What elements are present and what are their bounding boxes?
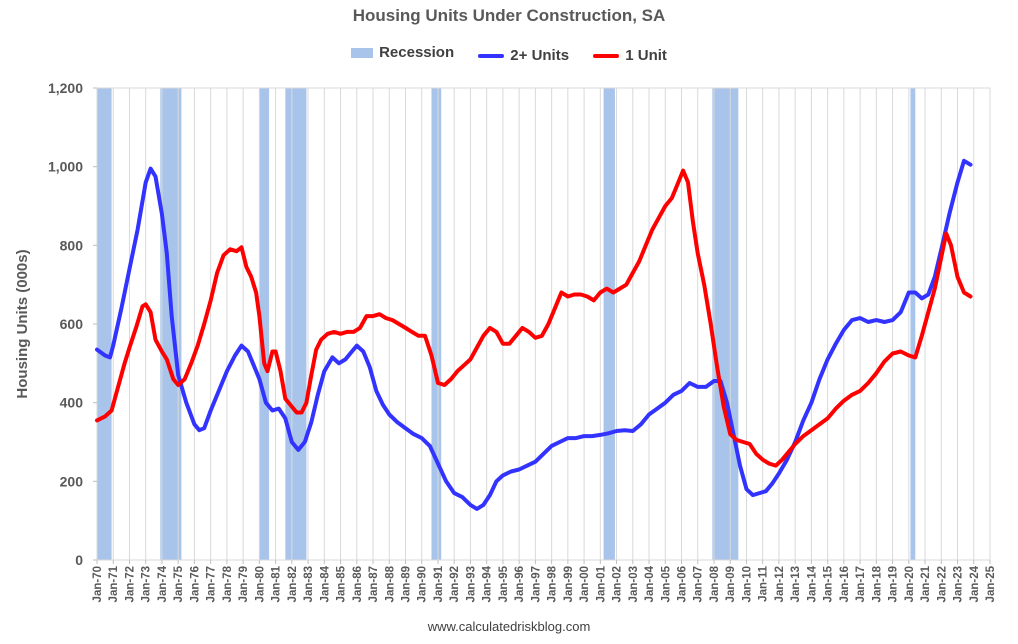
x-tick-label: Jan-13 bbox=[790, 566, 802, 602]
x-tick-label: Jan-70 bbox=[92, 566, 104, 602]
x-tick-label: Jan-90 bbox=[417, 566, 429, 602]
chart-plot: 0 200 400 600 800 1,000 1,200 Housing Units (00… bbox=[14, 80, 997, 602]
x-tick-label: Jan-08 bbox=[709, 565, 721, 602]
y-tick-label: 400 bbox=[60, 395, 84, 411]
x-tick-label: Jan-24 bbox=[969, 565, 981, 602]
x-tick-label: Jan-74 bbox=[157, 565, 169, 602]
recession-band bbox=[259, 88, 270, 560]
x-tick-label: Jan-79 bbox=[238, 566, 250, 602]
x-tick-label: Jan-91 bbox=[433, 565, 445, 602]
x-tick-label: Jan-12 bbox=[774, 566, 786, 602]
x-tick-label: Jan-85 bbox=[336, 565, 348, 602]
x-tick-label: Jan-01 bbox=[595, 565, 607, 602]
legend-item-2plus-units: 2+ Units bbox=[478, 47, 569, 64]
x-tick-label: Jan-83 bbox=[303, 566, 315, 602]
y-tick-label: 0 bbox=[75, 552, 83, 568]
legend-label-1-unit: 1 Unit bbox=[625, 47, 667, 64]
x-tick-label: Jan-07 bbox=[693, 566, 705, 602]
x-tick-label: Jan-98 bbox=[547, 565, 559, 602]
x-tick-label: Jan-10 bbox=[741, 566, 753, 602]
x-tick-label: Jan-97 bbox=[530, 566, 542, 602]
x-tick-label: Jan-73 bbox=[141, 566, 153, 602]
y-axis-title: Housing Units (000s) bbox=[14, 249, 31, 398]
x-tick-label: Jan-80 bbox=[254, 566, 266, 602]
x-tick-label: Jan-84 bbox=[319, 565, 331, 602]
plot-border bbox=[96, 87, 991, 561]
x-tick-label: Jan-94 bbox=[482, 565, 494, 602]
x-tick-label: Jan-92 bbox=[449, 566, 461, 602]
x-tick-label: Jan-02 bbox=[612, 566, 624, 602]
x-tick-label: Jan-23 bbox=[953, 566, 965, 602]
recession-band bbox=[712, 88, 739, 560]
y-tick-label: 800 bbox=[60, 237, 84, 253]
legend-label-2plus-units: 2+ Units bbox=[510, 47, 570, 64]
x-tick-label: Jan-89 bbox=[400, 566, 412, 602]
legend-item-recession: Recession bbox=[351, 44, 454, 61]
recession-band bbox=[97, 88, 112, 560]
x-tick-label: Jan-81 bbox=[271, 565, 283, 602]
x-tick-label: Jan-11 bbox=[758, 565, 770, 601]
x-tick-label: Jan-21 bbox=[920, 565, 932, 602]
x-tick-label: Jan-00 bbox=[579, 566, 591, 602]
x-tick-label: Jan-96 bbox=[514, 566, 526, 602]
legend-item-1-unit: 1 Unit bbox=[593, 47, 667, 64]
x-tick-label: Jan-95 bbox=[498, 565, 510, 602]
x-tick-label: Jan-09 bbox=[725, 566, 737, 602]
x-tick-label: Jan-71 bbox=[108, 565, 120, 602]
x-tick-label: Jan-03 bbox=[628, 566, 640, 602]
recession-band bbox=[285, 88, 307, 560]
x-tick-label: Jan-17 bbox=[855, 566, 867, 602]
x-tick-label: Jan-75 bbox=[173, 565, 185, 602]
legend-line-2plus-units bbox=[478, 53, 505, 58]
x-tick-label: Jan-05 bbox=[660, 565, 672, 602]
x-tick-label: Jan-15 bbox=[823, 565, 835, 602]
y-tick-label: 200 bbox=[60, 473, 84, 489]
x-tick-label: Jan-22 bbox=[936, 566, 948, 602]
y-tick-label: 1,000 bbox=[48, 159, 83, 175]
x-tick-label: Jan-99 bbox=[563, 566, 575, 602]
x-tick-label: Jan-20 bbox=[904, 566, 916, 602]
legend-label-recession: Recession bbox=[379, 44, 455, 61]
x-tick-label: Jan-72 bbox=[124, 566, 136, 602]
x-tick-label: Jan-86 bbox=[352, 566, 364, 602]
x-tick-label: Jan-18 bbox=[871, 565, 883, 602]
series-line-1-unit bbox=[95, 168, 973, 468]
x-tick-label: Jan-76 bbox=[189, 566, 201, 602]
legend-swatch-recession bbox=[351, 47, 374, 58]
x-tick-label: Jan-25 bbox=[985, 565, 997, 602]
x-tick-label: Jan-93 bbox=[465, 566, 477, 602]
source-credit: www.calculatedriskblog.com bbox=[427, 619, 591, 634]
recession-band bbox=[910, 88, 916, 560]
x-tick-label: Jan-19 bbox=[888, 566, 900, 602]
x-tick-label: Jan-06 bbox=[677, 566, 689, 602]
x-tick-label: Jan-78 bbox=[222, 565, 234, 602]
recession-band bbox=[431, 88, 442, 560]
legend: Recession 2+ Units 1 Unit bbox=[0, 44, 1018, 64]
x-tick-label: Jan-87 bbox=[368, 566, 380, 602]
y-tick-label: 600 bbox=[60, 316, 84, 332]
x-tick-label: Jan-16 bbox=[839, 566, 851, 602]
legend-line-1-unit bbox=[593, 53, 620, 58]
chart-title: Housing Units Under Construction, SA bbox=[352, 6, 666, 25]
x-tick-label: Jan-14 bbox=[806, 565, 818, 602]
x-tick-label: Jan-04 bbox=[644, 565, 656, 602]
series-line-2plus-units bbox=[95, 158, 973, 511]
y-tick-label: 1,200 bbox=[48, 80, 83, 96]
x-tick-label: Jan-88 bbox=[384, 565, 396, 602]
recession-band bbox=[603, 88, 615, 560]
x-tick-label: Jan-82 bbox=[287, 566, 299, 602]
x-tick-label: Jan-77 bbox=[206, 566, 218, 602]
